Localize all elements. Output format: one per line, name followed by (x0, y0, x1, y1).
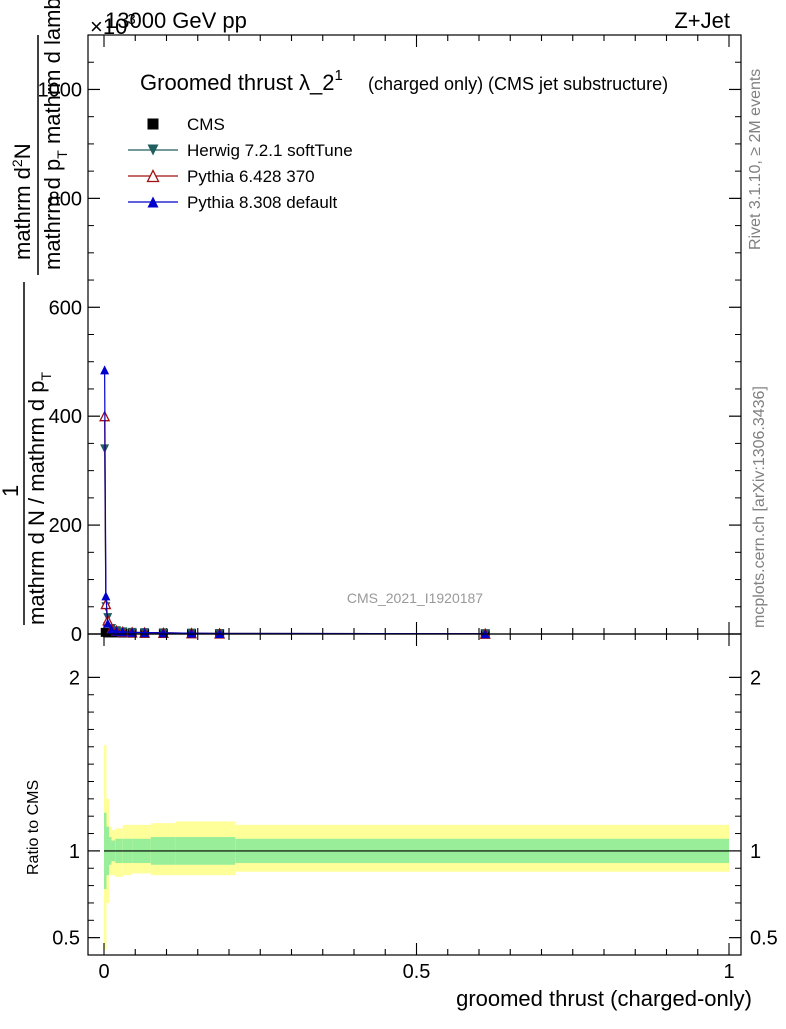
ylabel-numerator: mathrm d2N (9, 143, 35, 260)
main-data (99, 365, 491, 639)
legend-label: Pythia 8.308 default (187, 193, 338, 212)
legend-label: CMS (187, 115, 225, 134)
ratio-ylabel: Ratio to CMS (25, 780, 42, 875)
main-ytick-label: 200 (49, 515, 82, 537)
legend-entry: Pythia 8.308 default (128, 193, 338, 212)
main-ytick-label: 400 (49, 406, 82, 428)
ratio-ytick-label-right: 2 (750, 667, 761, 689)
legend-entry: Herwig 7.2.1 softTune (128, 141, 353, 160)
series-1 (100, 444, 490, 639)
plot-title: Groomed thrust λ_21 (140, 67, 343, 95)
energy-label: 13000 GeV pp (105, 8, 247, 33)
xtick-label: 1 (723, 961, 734, 983)
data-point (103, 618, 113, 628)
ylabel-lhs-denominator: mathrm d N / mathrm d pT (24, 371, 54, 625)
ratio-ytick-label-right: 0.5 (750, 928, 778, 950)
ratio-ytick-label: 2 (69, 667, 80, 689)
ratio-panel-frame (87, 633, 742, 956)
series-line (104, 369, 486, 635)
legend-label: Pythia 6.428 370 (187, 167, 315, 186)
ylabel-one: 1 (0, 485, 23, 497)
xtick-label: 0.5 (403, 961, 431, 983)
legend-marker (147, 144, 159, 156)
legend: CMS Herwig 7.2.1 softTune Pythia 6.428 370… (128, 115, 353, 212)
main-ylabel: mathrm d2N mathrm d pT mathrm d lambda 1… (0, 0, 70, 625)
main-ytick-label: 800 (49, 188, 82, 210)
ratio-ytick-label: 0.5 (52, 928, 80, 950)
data-point (158, 628, 168, 638)
main-ytick-label: 1000 (38, 79, 83, 101)
main-ytick-label: 600 (49, 297, 82, 319)
data-point (140, 628, 150, 638)
legend-marker (146, 169, 160, 183)
legend-marker (147, 118, 159, 130)
rivet-label: Rivet 3.1.10, ≥ 2M events (747, 69, 764, 250)
main-ticks: 0 200 400 600 800 1000 (38, 35, 741, 646)
x-axis-label: groomed thrust (charged-only) (456, 986, 752, 1011)
xtick-label: 0 (98, 961, 109, 983)
main-panel-frame (87, 34, 742, 635)
ylabel-denominator: mathrm d pT mathrm d lambda (40, 0, 70, 270)
process-label: Z+Jet (674, 8, 730, 33)
data-point (101, 591, 111, 601)
watermark: CMS_2021_I1920187 (347, 590, 483, 606)
legend-entry: Pythia 6.428 370 (128, 167, 315, 186)
legend-entry: CMS (147, 115, 225, 134)
ratio-ytick-label-right: 1 (750, 841, 761, 863)
data-point (100, 365, 110, 375)
legend-label: Herwig 7.2.1 softTune (187, 141, 353, 160)
mcplots-label: mcplots.cern.ch [arXiv:1306.3436] (751, 386, 768, 628)
data-point (127, 627, 137, 637)
plot-title-sub: (charged only) (CMS jet substructure) (368, 74, 668, 94)
ratio-ytick-label: 1 (69, 841, 80, 863)
ratio-ticks: 0.5 0.5 1 1 2 2 0 0.5 1 (52, 634, 778, 983)
legend-marker (147, 196, 159, 208)
main-ytick-label: 0 (71, 624, 82, 646)
data-point (187, 628, 196, 638)
data-point (107, 625, 116, 635)
ratio-bands (104, 745, 729, 950)
